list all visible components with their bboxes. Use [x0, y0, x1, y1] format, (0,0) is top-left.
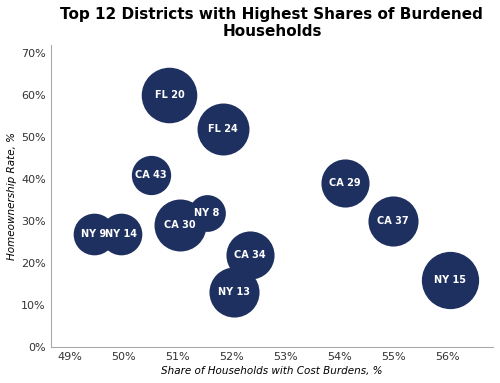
Title: Top 12 Districts with Highest Shares of Burdened
Households: Top 12 Districts with Highest Shares of … — [60, 7, 484, 39]
Point — [166, 92, 173, 98]
Point — [446, 277, 454, 283]
Text: NY 14: NY 14 — [105, 229, 137, 239]
Text: NY 9: NY 9 — [82, 229, 106, 239]
Point — [176, 222, 184, 228]
Point — [340, 180, 348, 186]
X-axis label: Share of Households with Cost Burdens, %: Share of Households with Cost Burdens, % — [161, 366, 382, 376]
Text: NY 8: NY 8 — [194, 208, 220, 218]
Point — [90, 231, 98, 237]
Point — [203, 210, 211, 216]
Point — [117, 231, 125, 237]
Text: CA 34: CA 34 — [234, 250, 266, 260]
Point — [220, 126, 228, 132]
Point — [146, 172, 154, 178]
Point — [230, 290, 238, 296]
Text: FL 24: FL 24 — [208, 124, 238, 134]
Text: FL 20: FL 20 — [154, 90, 184, 100]
Text: NY 13: NY 13 — [218, 287, 250, 298]
Text: CA 43: CA 43 — [134, 170, 166, 180]
Text: NY 15: NY 15 — [434, 275, 466, 285]
Text: CA 29: CA 29 — [329, 178, 360, 188]
Text: CA 37: CA 37 — [378, 216, 409, 226]
Text: CA 30: CA 30 — [164, 220, 196, 230]
Y-axis label: Homeownership Rate, %: Homeownership Rate, % — [7, 132, 17, 260]
Point — [246, 252, 254, 258]
Point — [390, 218, 398, 224]
